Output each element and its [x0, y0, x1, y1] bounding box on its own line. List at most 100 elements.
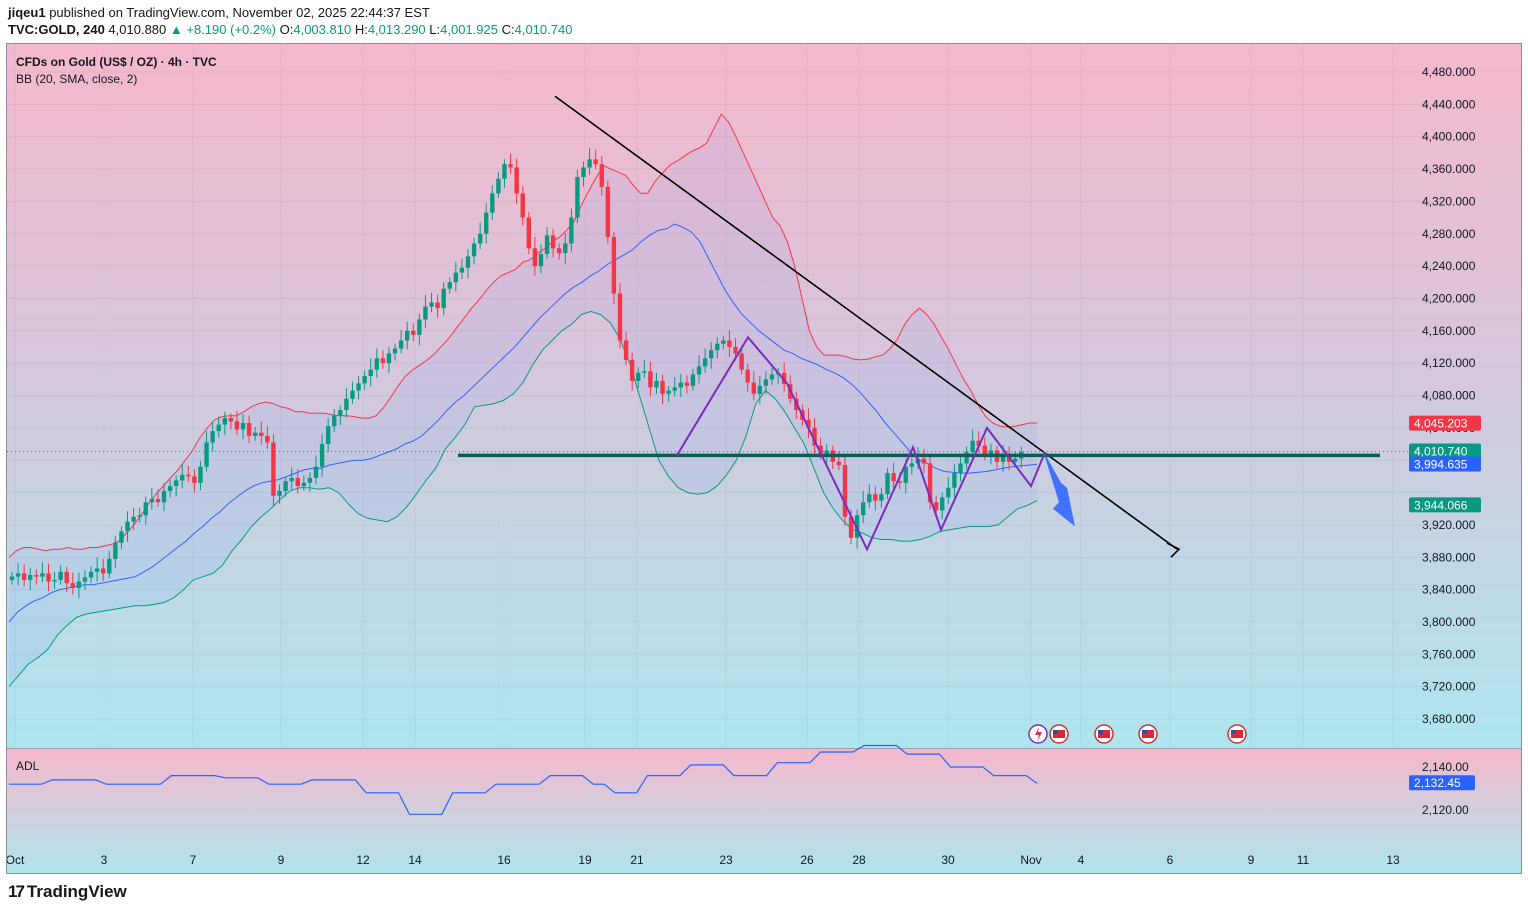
candle-up — [642, 371, 647, 373]
candle-down — [727, 340, 732, 347]
candle-down — [526, 217, 531, 249]
candle-down — [927, 463, 933, 503]
bb-lower-tag-bg — [1409, 497, 1481, 513]
candle-up — [490, 193, 495, 213]
candle-up — [447, 282, 452, 289]
candle-up — [386, 353, 392, 364]
candle-up — [861, 502, 866, 516]
y-tick-label: 4,200.000 — [1422, 291, 1476, 305]
x-tick-label: 3 — [101, 853, 108, 867]
candle-up — [654, 380, 659, 388]
drawings — [458, 95, 1380, 558]
candle-up — [690, 374, 696, 386]
candle-up — [702, 358, 708, 367]
candle-up — [76, 581, 82, 588]
candle-down — [21, 573, 27, 580]
candle-down — [70, 583, 75, 588]
candle-up — [52, 579, 57, 582]
candle-down — [982, 445, 987, 456]
candle-up — [696, 366, 702, 375]
candle-up — [161, 490, 167, 503]
candle-up — [405, 330, 410, 341]
indicator-legend[interactable]: BB (20, SMA, close, 2) — [16, 72, 137, 86]
candle-down — [611, 236, 617, 294]
publisher-user[interactable]: jiqeu1 — [8, 5, 46, 20]
candle-up — [709, 350, 714, 359]
economic-events — [1028, 724, 1247, 744]
x-tick-label: 26 — [800, 853, 814, 867]
open-value: 4,003.810 — [293, 22, 352, 37]
publish-text: published on TradingView.com, November 0… — [49, 5, 430, 20]
symbol: TVC:GOLD, 240 — [8, 22, 105, 37]
candle-down — [380, 358, 386, 364]
candle-up — [763, 379, 769, 386]
candle-up — [636, 372, 641, 381]
candle-down — [733, 346, 738, 354]
candle-up — [903, 466, 908, 483]
adl-line — [9, 744, 1038, 815]
candle-up — [28, 575, 33, 580]
price-pane-background — [7, 44, 1521, 749]
y-tick-label: 4,120.000 — [1422, 356, 1476, 370]
candle-down — [34, 575, 39, 577]
y-tick-label: 4,160.000 — [1422, 324, 1476, 338]
candle-up — [125, 521, 130, 532]
adl-y-tick-label: 2,140.00 — [1422, 760, 1469, 774]
candle-up — [824, 450, 829, 454]
candle-up — [465, 256, 471, 268]
candle-down — [599, 164, 604, 187]
candle-down — [186, 474, 191, 477]
y-tick-label: 4,360.000 — [1422, 162, 1476, 176]
adl-legend[interactable]: ADL — [16, 759, 40, 773]
tradingview-logo-icon: 17 — [8, 882, 25, 901]
open-label: O: — [279, 22, 294, 37]
candle-up — [909, 463, 915, 467]
candle-down — [897, 481, 902, 483]
candle-down — [228, 418, 234, 422]
candle-down — [921, 458, 927, 464]
bb-upper-tag: 4,045.203 — [1414, 417, 1468, 431]
bb-basis-tag-bg — [1409, 456, 1481, 472]
price-axis[interactable]: 4,480.000 4,440.000 4,400.000 4,360.000 4,32… — [1422, 65, 1476, 817]
candle-down — [739, 353, 744, 370]
candle-up — [879, 494, 884, 501]
candle-up — [313, 466, 319, 478]
candle-up — [362, 376, 367, 384]
candle-down — [933, 502, 939, 511]
candle-up — [569, 217, 574, 244]
candle-up — [1000, 455, 1006, 462]
x-tick-label: Oct — [7, 853, 25, 867]
candle-down — [745, 369, 750, 383]
tradingview-brand[interactable]: 17 TradingView — [8, 882, 127, 902]
candle-down — [891, 473, 896, 482]
candle-up — [119, 531, 124, 543]
candle-down — [617, 293, 623, 341]
y-tick-label: 3,840.000 — [1422, 583, 1476, 597]
candle-down — [192, 476, 197, 483]
price-chart[interactable]: 4,480.000 4,440.000 4,400.000 4,360.000 4,32… — [7, 44, 1522, 874]
candle-up — [1013, 458, 1018, 462]
candle-up — [240, 422, 246, 430]
x-tick-label: 30 — [941, 853, 955, 867]
publish-info: jiqeu1 published on TradingView.com, Nov… — [8, 5, 430, 20]
time-axis[interactable]: Oct 3 7 9 12 14 16 19 21 23 26 28 30 Nov 4 6 9 11 13 — [7, 853, 1400, 867]
candle-down — [605, 186, 611, 237]
candle-up — [143, 502, 148, 516]
low-label: L: — [429, 22, 441, 37]
downtrend-line — [554, 95, 1178, 550]
price-tags: 4,045.2034,010.74003:15:253,994.6353,944… — [7, 415, 1481, 791]
candle-up — [368, 369, 373, 377]
x-tick-label: 28 — [852, 853, 866, 867]
change-value: ▲ +8.190 (+0.2%) — [169, 22, 276, 37]
candle-down — [155, 499, 161, 503]
instrument-legend[interactable]: CFDs on Gold (US$ / OZ) · 4h · TVC — [16, 55, 217, 69]
chart-frame[interactable]: 4,480.000 4,440.000 4,400.000 4,360.000 4,32… — [6, 43, 1522, 874]
candle-down — [648, 371, 653, 388]
candle-down — [46, 573, 51, 582]
candle-up — [332, 415, 337, 427]
y-tick-label: 4,240.000 — [1422, 259, 1476, 273]
candle-up — [970, 440, 975, 453]
candle-down — [806, 419, 811, 428]
y-tick-label: 3,920.000 — [1422, 518, 1476, 532]
y-tick-label: 4,480.000 — [1422, 65, 1476, 79]
